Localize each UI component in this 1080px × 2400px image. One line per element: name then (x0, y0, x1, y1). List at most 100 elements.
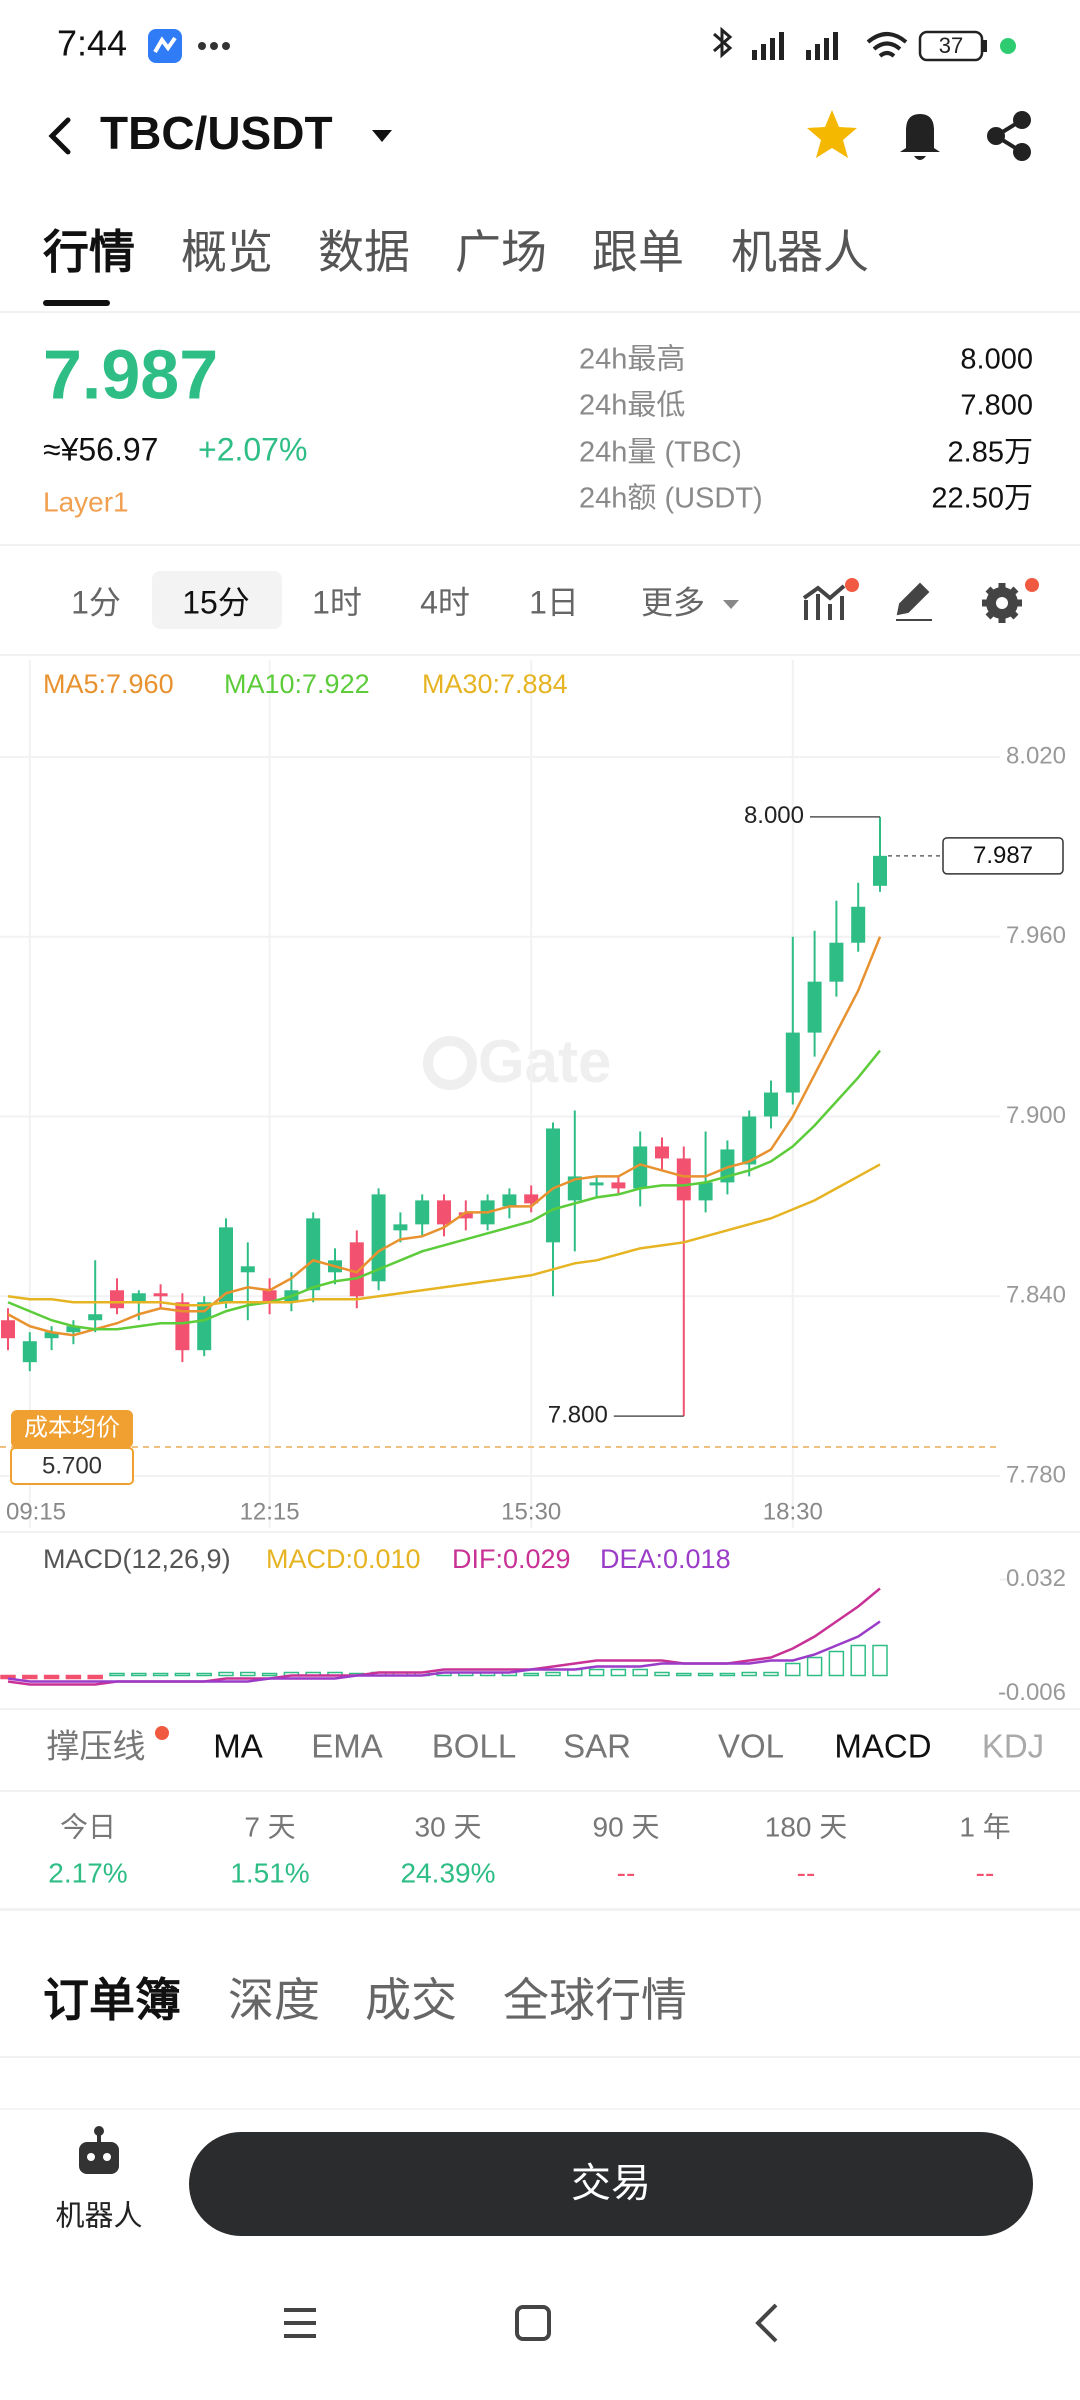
candle-body (393, 1224, 408, 1231)
sector-tag[interactable]: Layer1 (43, 486, 129, 517)
indicator-tab[interactable]: MA (213, 1728, 263, 1765)
divider (0, 1708, 1080, 1710)
settings-icon[interactable] (982, 583, 1022, 623)
indicator-tab[interactable]: SAR (563, 1728, 631, 1765)
macd-bar (806, 1656, 823, 1677)
indicator-tab[interactable]: VOL (718, 1728, 784, 1765)
cost-value-box (10, 1447, 134, 1485)
candle-body (611, 1182, 626, 1189)
book-tab[interactable]: 成交 (365, 1974, 457, 2026)
nav-home[interactable] (515, 2305, 551, 2341)
macd-bar (109, 1672, 125, 1677)
watermark: Gate (423, 1028, 611, 1095)
tab[interactable]: 跟单 (592, 226, 684, 278)
macd-bar (850, 1644, 866, 1677)
macd-legend: MACD:0.010 (266, 1544, 421, 1574)
indicator-tab[interactable]: EMA (311, 1728, 383, 1765)
macd-bar (196, 1672, 212, 1677)
interval[interactable]: 15分 (182, 584, 250, 620)
last-price-label: 7.987 (973, 842, 1033, 869)
y-tick-label: 7.780 (1006, 1461, 1066, 1488)
stat-label: 24h最高 (579, 343, 685, 376)
interval-selected-bg (152, 571, 282, 629)
candle-body (655, 1146, 669, 1159)
indicator-tab[interactable]: MACD (834, 1728, 931, 1765)
battery-level: 37 (939, 33, 963, 58)
divider (0, 1908, 1080, 1911)
candle-body (851, 906, 866, 943)
candle-body (458, 1212, 473, 1219)
signal-icon (752, 32, 784, 60)
interval[interactable]: 更多 (641, 584, 705, 620)
kline-chart[interactable]: 7.780 7.840 7.900 7.960 8.020 09:15 12:15 15:30… (0, 660, 1066, 1706)
interval[interactable]: 1分 (71, 584, 121, 620)
signal-icon-2 (806, 32, 838, 60)
stat-label: 24h量 (TBC) (579, 437, 742, 469)
x-tick-label: 15:30 (501, 1498, 561, 1525)
return-value: 24.39% (401, 1857, 496, 1888)
candle-body (44, 1332, 59, 1339)
stat-value: 7.800 (960, 390, 1033, 422)
macd-bar (697, 1672, 714, 1677)
trade-button[interactable] (189, 2132, 1033, 2236)
candle-body (829, 942, 844, 982)
macd-line (7, 1620, 881, 1683)
book-tab[interactable]: 订单簿 (43, 1974, 181, 2026)
macd-bar (588, 1668, 605, 1677)
more-dropdown[interactable] (723, 600, 739, 609)
macd-bar (828, 1650, 845, 1677)
macd-bar (763, 1671, 779, 1677)
return-period: 今日 (60, 1811, 116, 1842)
return-value: 1.51% (230, 1857, 309, 1888)
divider (0, 654, 1080, 656)
pair-dropdown[interactable] (372, 130, 392, 142)
interval[interactable]: 1时 (312, 584, 362, 620)
divider (0, 2108, 1080, 2110)
pair-title[interactable]: TBC/USDT (100, 107, 333, 159)
candle-body (502, 1194, 517, 1207)
book-tab[interactable]: 深度 (228, 1974, 320, 2026)
share-icon[interactable] (987, 111, 1031, 161)
macd-bar (131, 1672, 147, 1677)
back-button[interactable] (48, 117, 71, 155)
alert-bell[interactable] (900, 114, 940, 160)
draw-icon[interactable] (896, 582, 932, 621)
annotation-label: 8.000 (744, 802, 804, 829)
bluetooth-icon (713, 26, 733, 59)
tab[interactable]: 机器人 (731, 226, 869, 278)
stat-value: 8.000 (960, 344, 1033, 376)
indicator-icon[interactable] (802, 584, 846, 620)
indicator-tab[interactable]: BOLL (432, 1728, 516, 1765)
return-period: 30 天 (415, 1811, 482, 1842)
candle-body (131, 1293, 146, 1303)
nav-back[interactable] (755, 2303, 778, 2343)
nav-menu[interactable] (284, 2308, 316, 2338)
indicator-tab[interactable]: 撑压线 (47, 1728, 146, 1765)
trade-button-label[interactable]: 交易 (571, 2162, 651, 2206)
book-tab[interactable]: 全球行情 (503, 1974, 687, 2026)
ma-line (7, 1163, 881, 1307)
interval[interactable]: 1日 (529, 584, 579, 620)
candle-body (371, 1194, 386, 1282)
candle-body (175, 1302, 190, 1351)
macd-legend: DEA:0.018 (600, 1544, 731, 1574)
macd-bar (719, 1672, 736, 1677)
robot-label[interactable]: 机器人 (55, 2200, 142, 2233)
candle-body (306, 1218, 321, 1291)
tab[interactable]: 行情 (43, 226, 135, 278)
more-dots (198, 42, 230, 50)
cost-label: 成本均价 (24, 1414, 120, 1441)
candle-body (676, 1158, 691, 1201)
robot-icon[interactable] (79, 2126, 119, 2174)
indicator-tab[interactable]: KDJ (982, 1728, 1044, 1765)
tab[interactable]: 数据 (318, 226, 410, 278)
candle-body (698, 1182, 713, 1201)
interval[interactable]: 4时 (420, 584, 470, 620)
tab[interactable]: 广场 (455, 226, 547, 278)
candle-body (785, 1032, 800, 1093)
tab[interactable]: 概览 (181, 226, 273, 278)
candle-body (240, 1266, 255, 1273)
macd-bar (785, 1662, 801, 1677)
app-icon-glyph (153, 36, 177, 54)
favorite-star[interactable] (807, 110, 857, 158)
